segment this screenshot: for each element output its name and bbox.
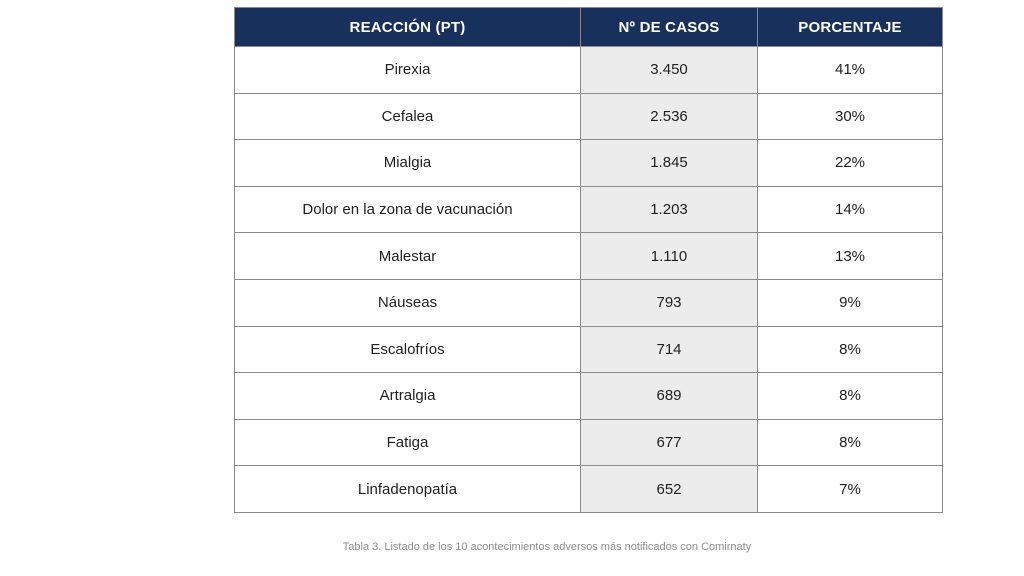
percent-cell: 8%	[757, 418, 943, 467]
cases-cell: 1.203	[580, 185, 758, 234]
table-row: Artralgia 689 8%	[234, 372, 943, 420]
header-percent: PORCENTAJE	[757, 7, 943, 47]
reaction-cell: Náuseas	[234, 278, 581, 327]
adverse-events-table: REACCIÓN (PT) Nº DE CASOS PORCENTAJE Pir…	[234, 7, 943, 513]
percent-cell: 41%	[757, 46, 943, 94]
cases-cell: 714	[580, 325, 758, 374]
percent-cell: 9%	[757, 278, 943, 327]
reaction-cell: Escalofríos	[234, 325, 581, 374]
percent-cell: 14%	[757, 185, 943, 234]
reaction-cell: Artralgia	[234, 372, 581, 420]
cases-cell: 1.845	[580, 139, 758, 187]
cases-cell: 1.110	[580, 232, 758, 280]
reaction-cell: Dolor en la zona de vacunación	[234, 185, 581, 234]
table-row: Dolor en la zona de vacunación 1.203 14%	[234, 185, 943, 234]
reaction-cell: Mialgia	[234, 139, 581, 187]
header-reaction: REACCIÓN (PT)	[234, 7, 581, 47]
table-row: Mialgia 1.845 22%	[234, 139, 943, 187]
table-caption: Tabla 3. Listado de los 10 acontecimient…	[342, 541, 752, 553]
table-body: Pirexia 3.450 41% Cefalea 2.536 30% Mial…	[234, 46, 943, 513]
cases-cell: 2.536	[580, 92, 758, 141]
reaction-cell: Linfadenopatía	[234, 465, 581, 513]
adverse-events-table-container: REACCIÓN (PT) Nº DE CASOS PORCENTAJE Pir…	[234, 7, 943, 513]
percent-cell: 8%	[757, 372, 943, 420]
table-row: Malestar 1.110 13%	[234, 232, 943, 280]
reaction-cell: Pirexia	[234, 46, 581, 94]
cases-cell: 793	[580, 278, 758, 327]
cases-cell: 3.450	[580, 46, 758, 94]
percent-cell: 30%	[757, 92, 943, 141]
cases-cell: 652	[580, 465, 758, 513]
header-cases: Nº DE CASOS	[580, 7, 758, 47]
header-row: REACCIÓN (PT) Nº DE CASOS PORCENTAJE	[234, 7, 943, 47]
table-row: Fatiga 677 8%	[234, 418, 943, 467]
cases-cell: 689	[580, 372, 758, 420]
percent-cell: 7%	[757, 465, 943, 513]
reaction-cell: Fatiga	[234, 418, 581, 467]
table-header: REACCIÓN (PT) Nº DE CASOS PORCENTAJE	[234, 7, 943, 47]
table-row: Pirexia 3.450 41%	[234, 46, 943, 94]
percent-cell: 13%	[757, 232, 943, 280]
table-row: Náuseas 793 9%	[234, 278, 943, 327]
cases-cell: 677	[580, 418, 758, 467]
table-row: Linfadenopatía 652 7%	[234, 465, 943, 513]
percent-cell: 8%	[757, 325, 943, 374]
reaction-cell: Malestar	[234, 232, 581, 280]
reaction-cell: Cefalea	[234, 92, 581, 141]
table-row: Escalofríos 714 8%	[234, 325, 943, 374]
table-row: Cefalea 2.536 30%	[234, 92, 943, 141]
percent-cell: 22%	[757, 139, 943, 187]
